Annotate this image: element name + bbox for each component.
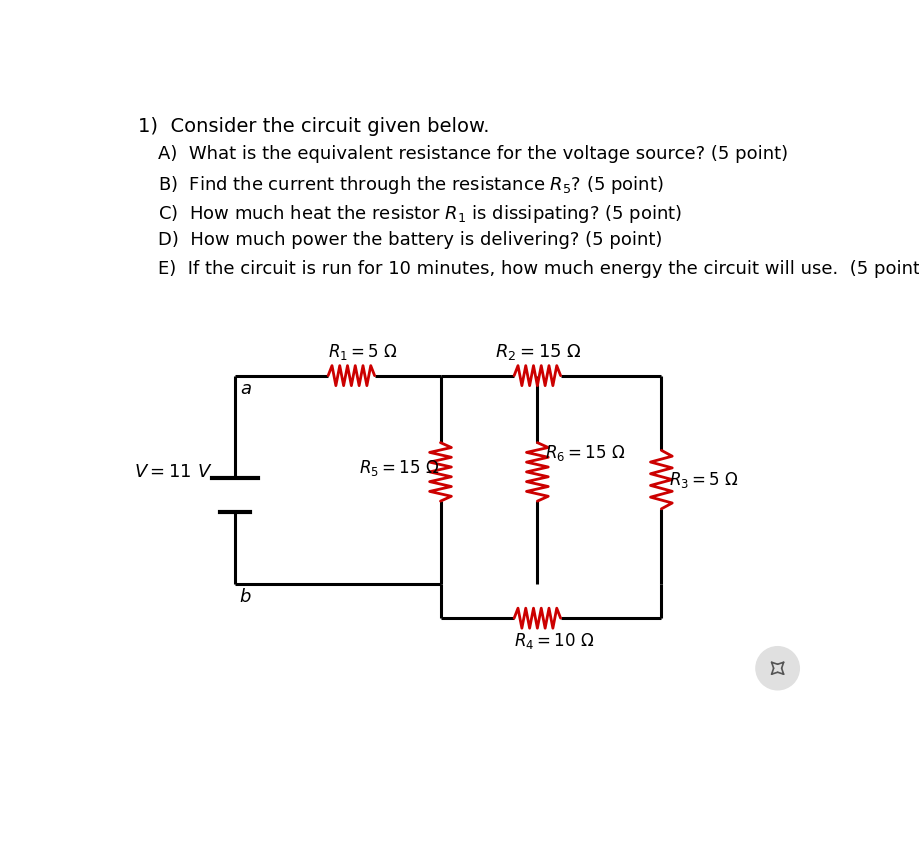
Text: C)  How much heat the resistor $R_1$ is dissipating? (5 point): C) How much heat the resistor $R_1$ is d…	[157, 203, 681, 225]
Text: a: a	[240, 380, 251, 398]
Text: b: b	[240, 588, 251, 607]
Text: D)  How much power the battery is delivering? (5 point): D) How much power the battery is deliver…	[157, 231, 662, 249]
Text: $R_2 = 15\ \Omega$: $R_2 = 15\ \Omega$	[494, 342, 581, 362]
Text: $R_1 = 5\ \Omega$: $R_1 = 5\ \Omega$	[328, 342, 398, 362]
Text: $R_6 = 15\ \Omega$: $R_6 = 15\ \Omega$	[545, 442, 625, 463]
Text: $V = 11\ V$: $V = 11\ V$	[134, 463, 212, 481]
Text: $R_4 = 10\ \Omega$: $R_4 = 10\ \Omega$	[514, 630, 594, 651]
Text: A)  What is the equivalent resistance for the voltage source? (5 point): A) What is the equivalent resistance for…	[157, 145, 787, 162]
Text: $R_3 = 5\ \Omega$: $R_3 = 5\ \Omega$	[668, 470, 738, 490]
Text: E)  If the circuit is run for 10 minutes, how much energy the circuit will use. : E) If the circuit is run for 10 minutes,…	[157, 260, 919, 278]
Text: $R_5 = 15\ \Omega$: $R_5 = 15\ \Omega$	[358, 458, 439, 478]
Text: B)  Find the current through the resistance $R_5$? (5 point): B) Find the current through the resistan…	[157, 174, 663, 196]
Circle shape	[755, 646, 799, 689]
Text: 1)  Consider the circuit given below.: 1) Consider the circuit given below.	[138, 117, 489, 136]
